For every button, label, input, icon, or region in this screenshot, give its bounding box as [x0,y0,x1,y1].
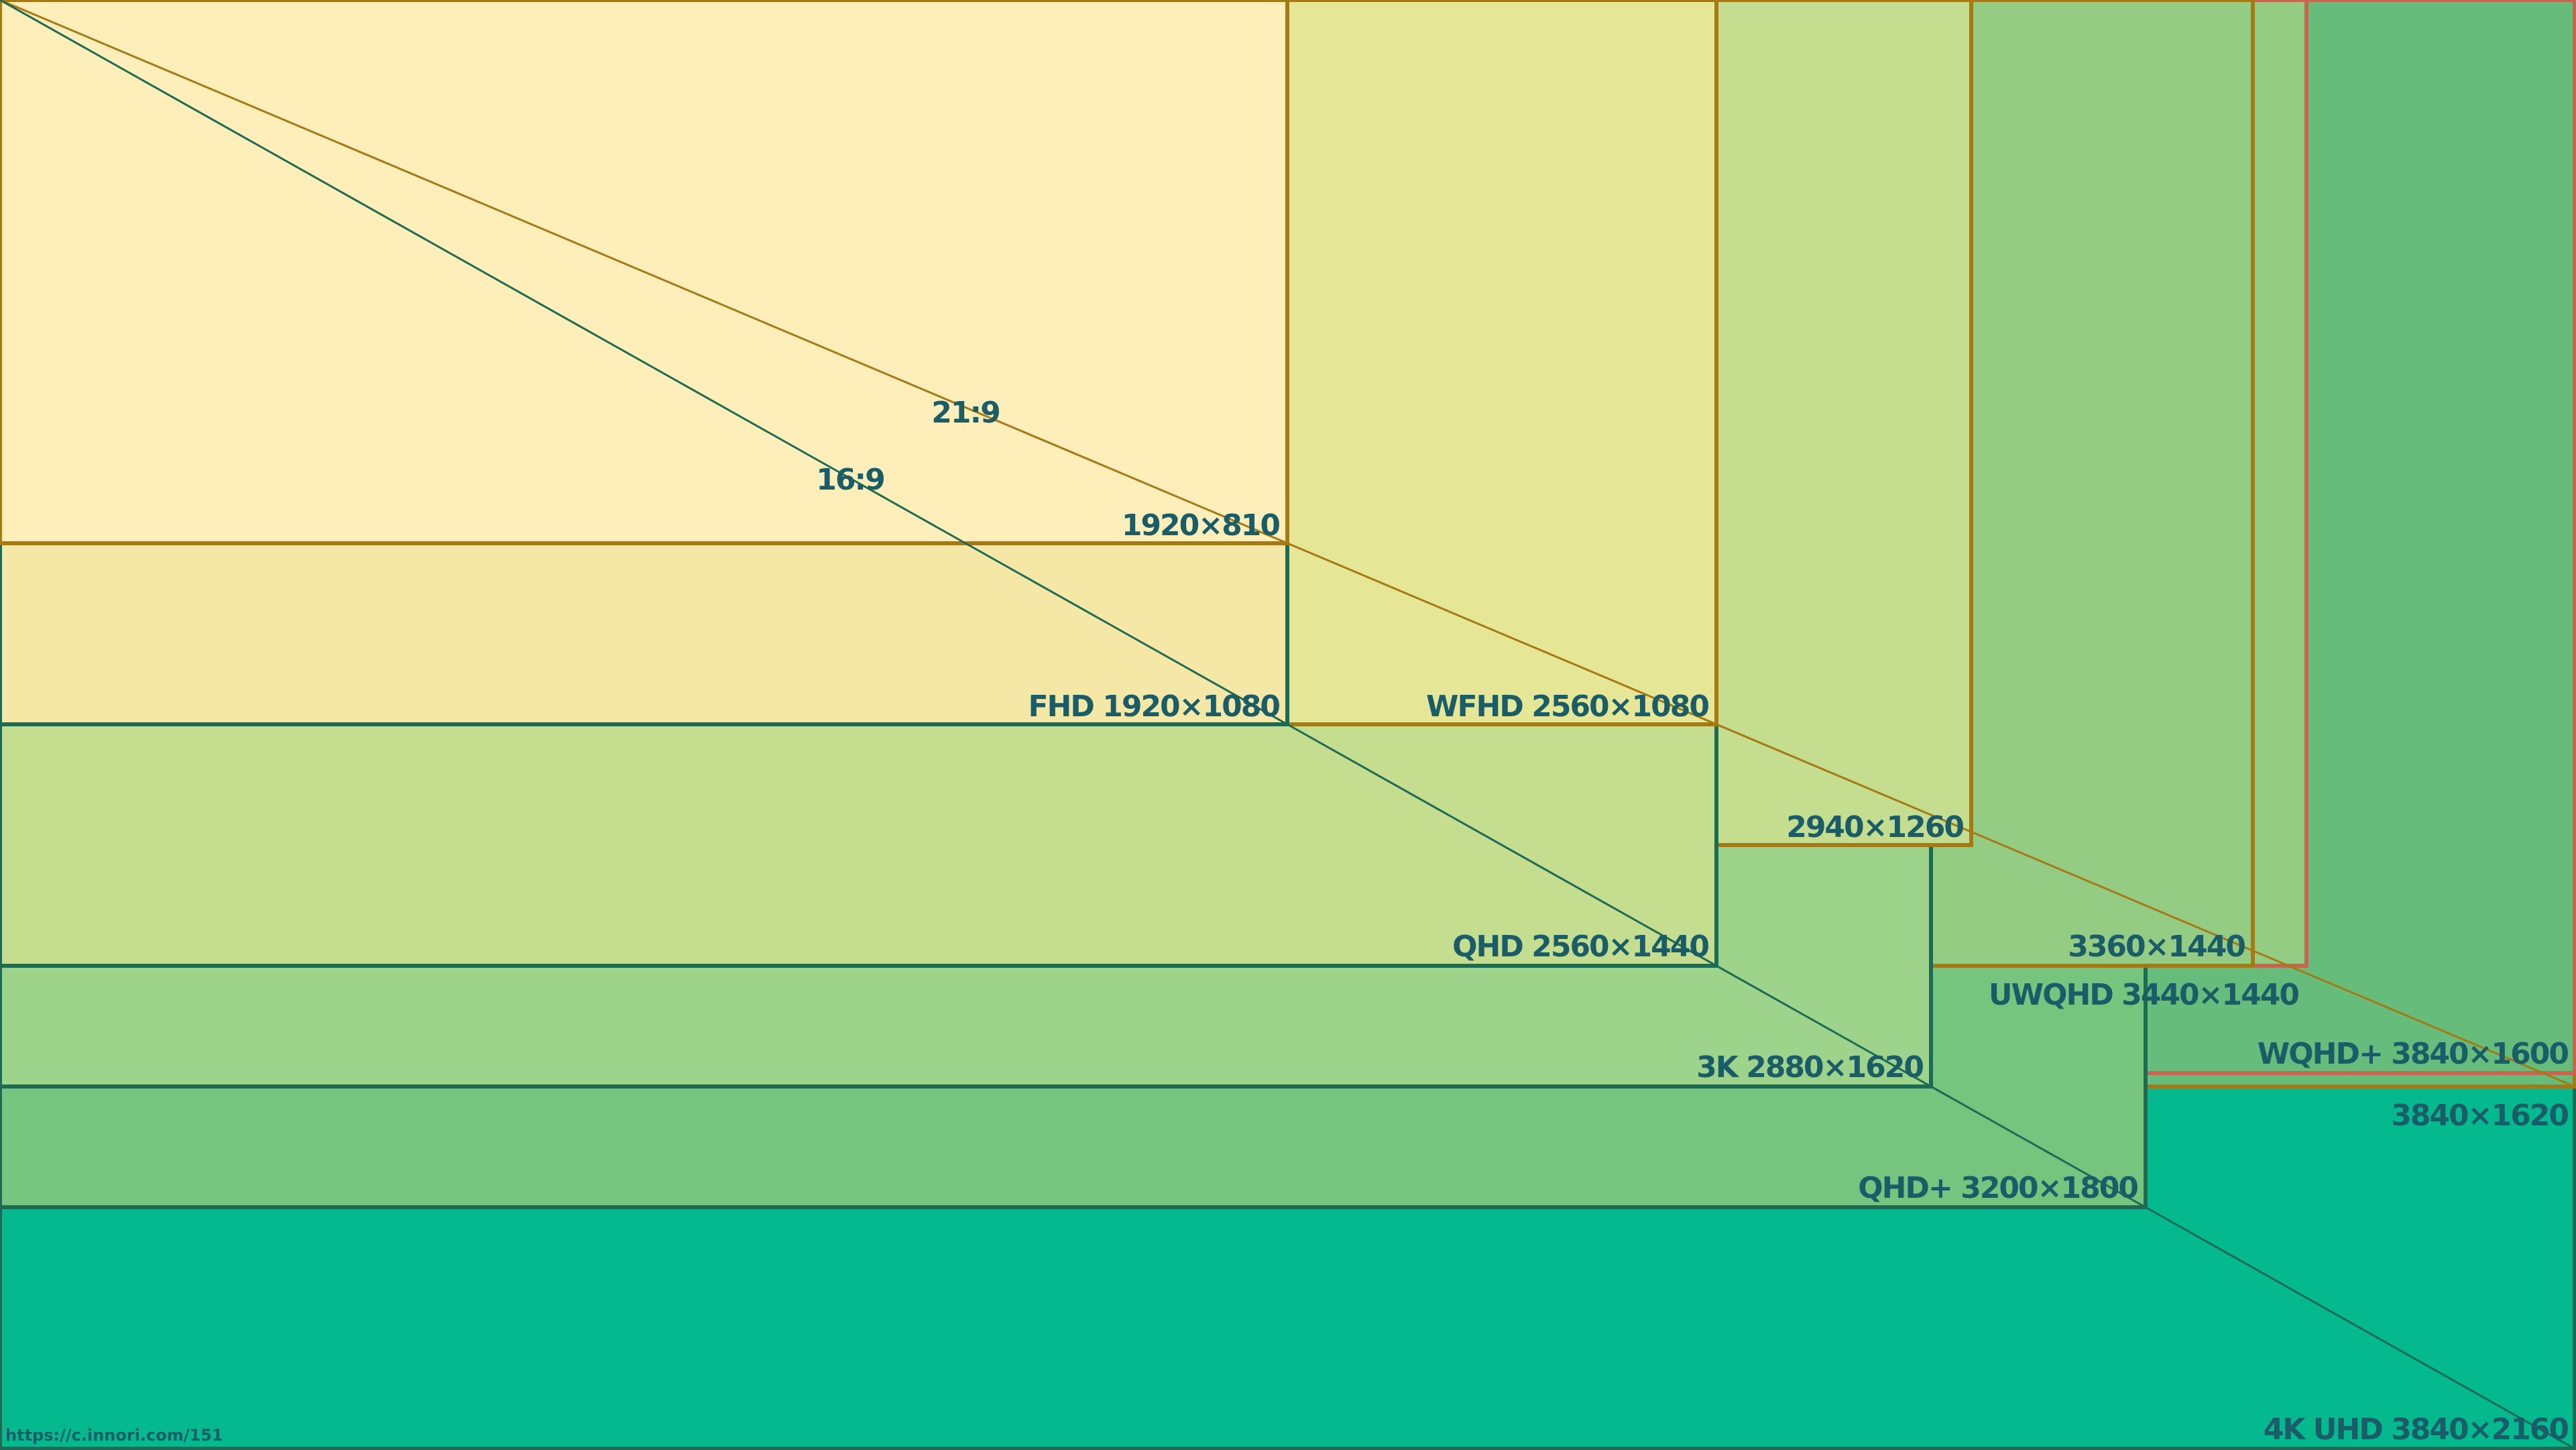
ratio-label: 21:9 [931,396,999,430]
resolution-label: QHD 2560×1440 [1452,930,1708,964]
resolution-label: 1920×810 [1122,508,1280,543]
resolution-label: WFHD 2560×1080 [1426,689,1708,724]
footer-url: https://c.innori.com/151 [5,1426,223,1445]
resolution-label: 3K 2880×1620 [1696,1050,1923,1084]
resolution-label: 2940×1260 [1786,810,1963,844]
ratio-label: 16:9 [816,463,884,497]
resolution-label: UWQHD 3440×1440 [1989,978,2299,1012]
diagonal-21-9 [0,0,2575,1088]
resolution-label: WQHD+ 3840×1600 [2258,1037,2569,1071]
resolution-label: 3840×1620 [2391,1099,2568,1133]
resolution-label: QHD+ 3200×1800 [1858,1171,2138,1205]
resolution-label: 4K UHD 3840×2160 [2264,1412,2569,1447]
resolution-label: FHD 1920×1080 [1028,689,1279,724]
resolution-label: 3360×1440 [2068,930,2245,964]
